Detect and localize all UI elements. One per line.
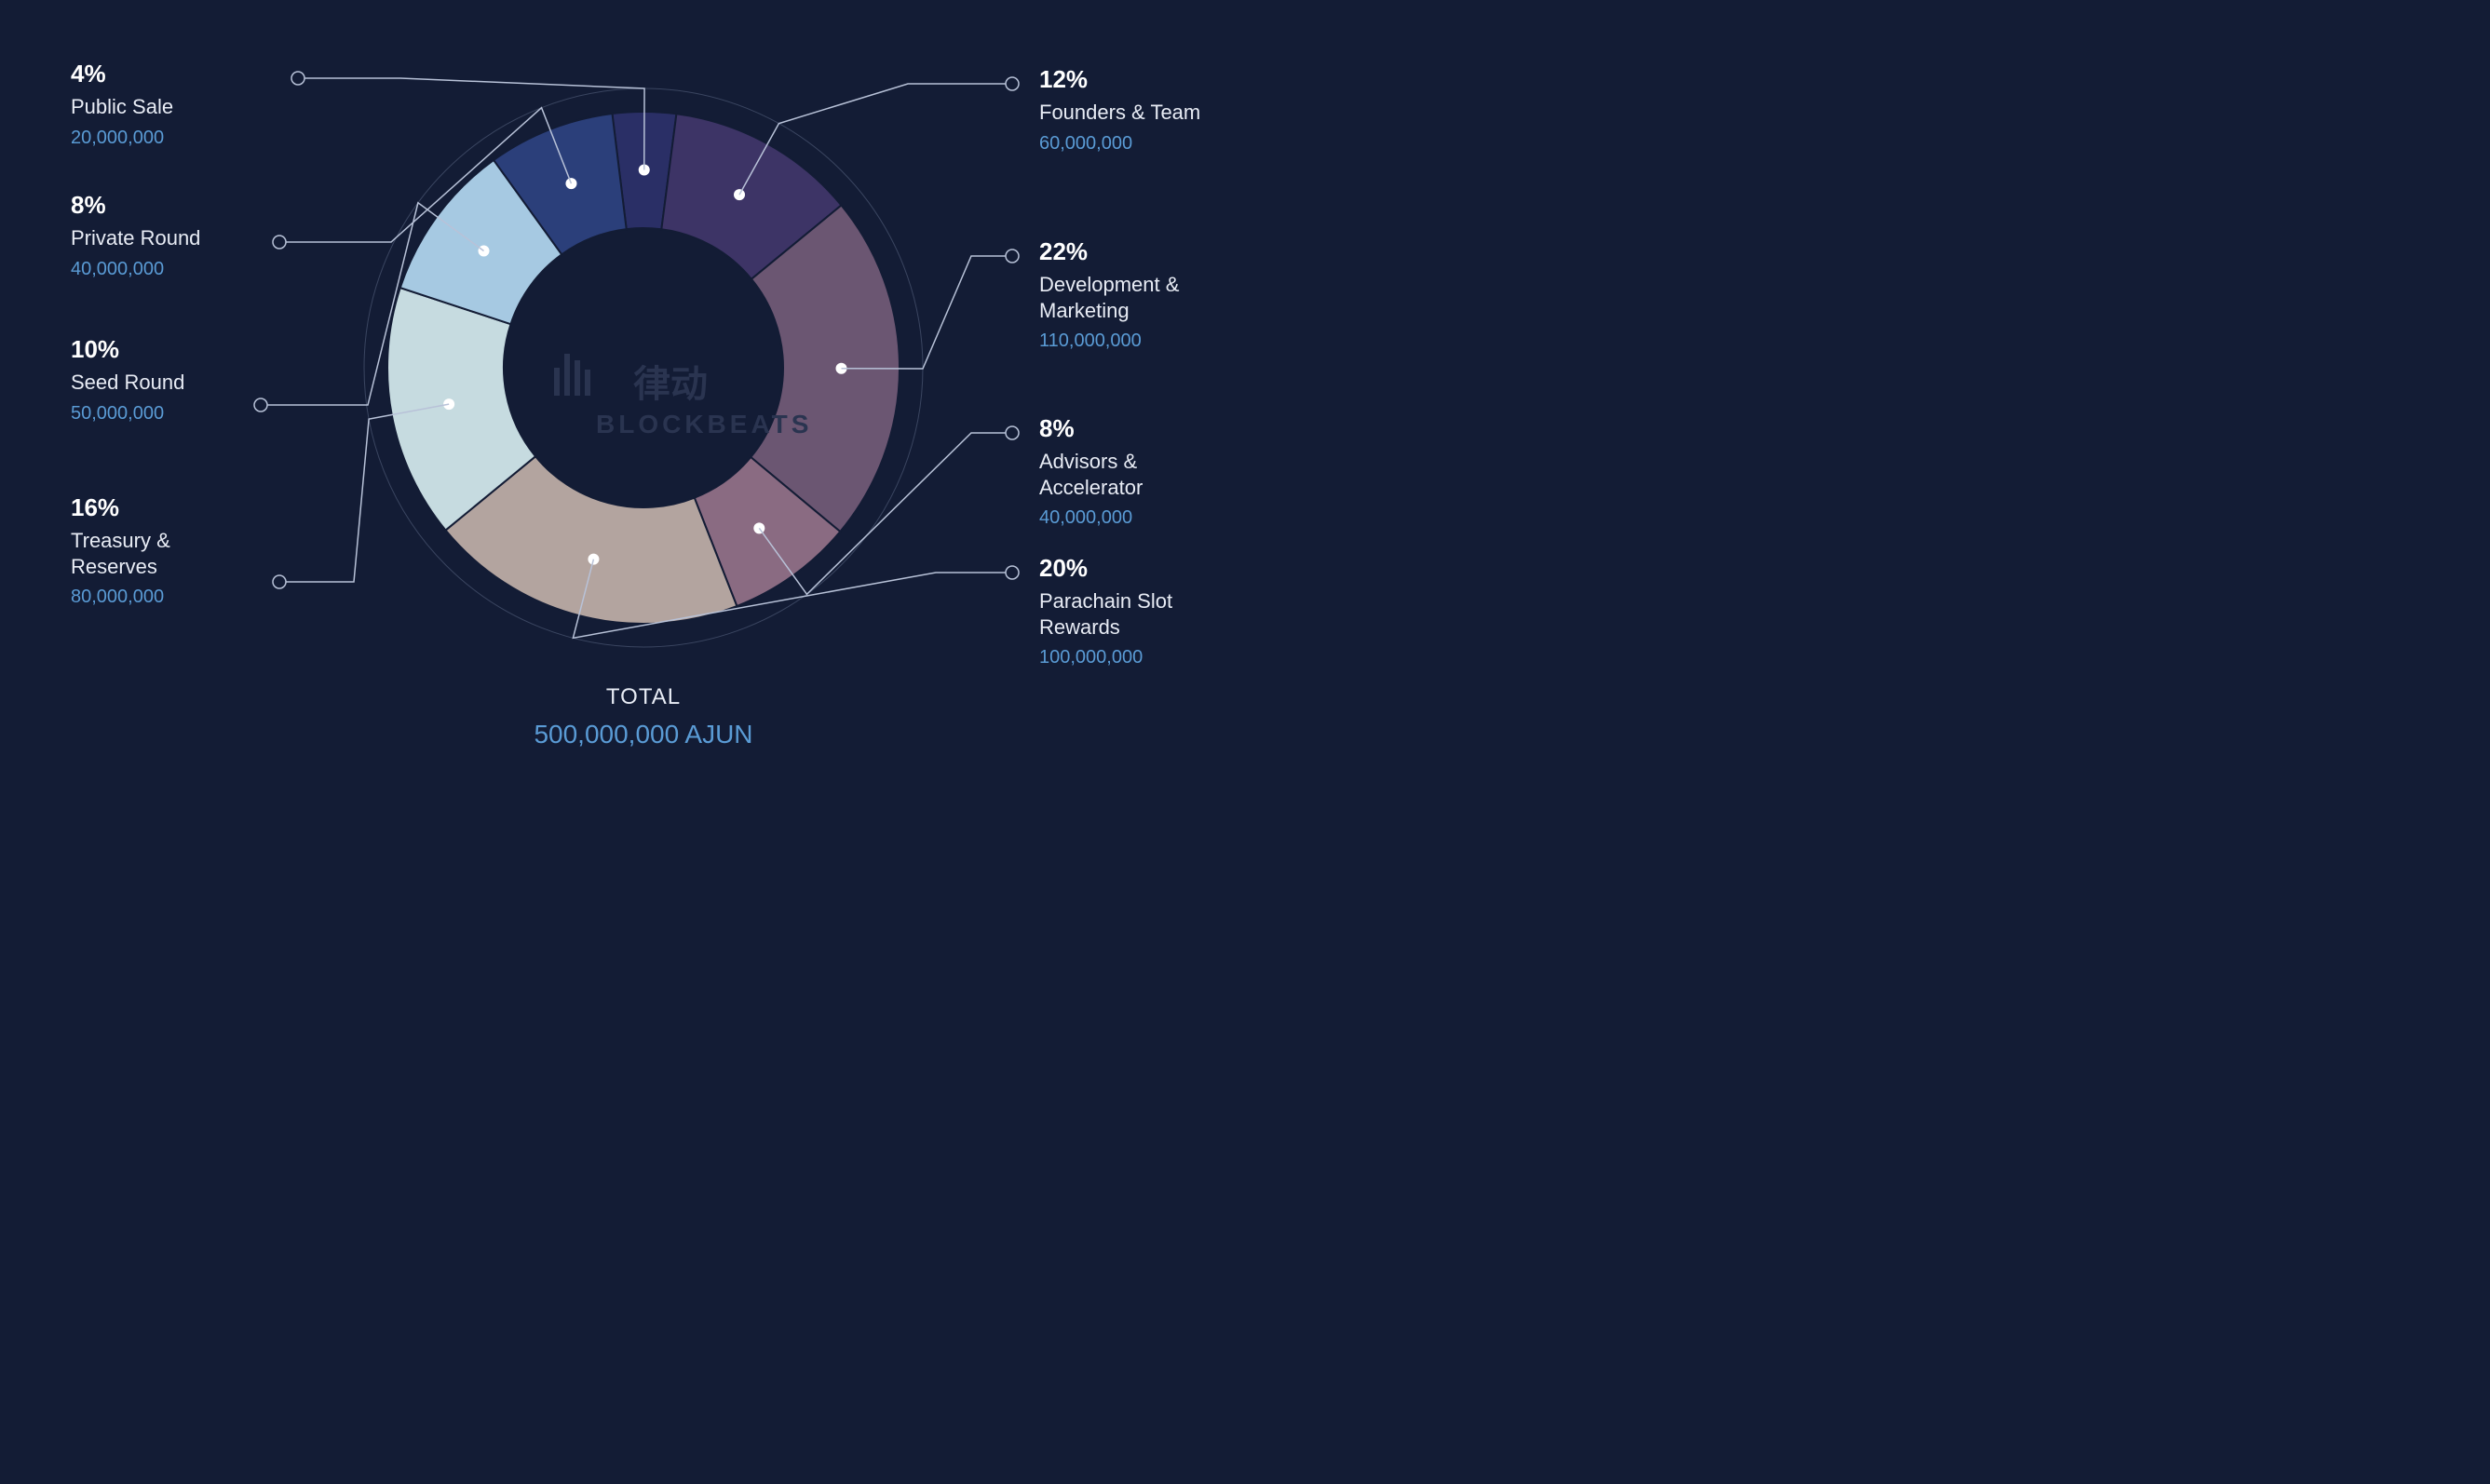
label-pct-advisors: 8%	[1039, 414, 1225, 443]
total-label: TOTAL	[457, 684, 830, 710]
label-amount-advisors: 40,000,000	[1039, 507, 1225, 529]
leader-end-dot-treasury	[273, 575, 286, 588]
label-parachain: 20% Parachain Slot Rewards 100,000,000	[1039, 554, 1225, 668]
leader-end-dot-advisors	[1006, 426, 1019, 439]
label-amount-seed: 50,000,000	[71, 403, 184, 425]
label-amount-private: 40,000,000	[71, 259, 200, 280]
label-amount-dev_marketing: 110,000,000	[1039, 331, 1225, 352]
label-dev_marketing: 22% Development & Marketing 110,000,000	[1039, 237, 1225, 352]
label-seed: 10% Seed Round 50,000,000	[71, 335, 184, 425]
label-private: 8% Private Round 40,000,000	[71, 191, 200, 280]
label-pct-private: 8%	[71, 191, 200, 220]
label-amount-parachain: 100,000,000	[1039, 647, 1225, 668]
leader-end-dot-seed	[254, 398, 267, 411]
label-pct-parachain: 20%	[1039, 554, 1225, 583]
leader-end-dot-public_sale	[291, 72, 304, 85]
label-pct-founders_team: 12%	[1039, 65, 1200, 94]
watermark-en: BLOCKBEATS	[596, 410, 812, 439]
label-public_sale: 4% Public Sale 20,000,000	[71, 60, 173, 149]
label-amount-treasury: 80,000,000	[71, 587, 257, 608]
label-name-dev_marketing: Development & Marketing	[1039, 272, 1225, 323]
label-name-private: Private Round	[71, 225, 200, 251]
label-treasury: 16% Treasury & Reserves 80,000,000	[71, 493, 257, 608]
label-amount-founders_team: 60,000,000	[1039, 133, 1200, 155]
label-pct-dev_marketing: 22%	[1039, 237, 1225, 266]
label-pct-treasury: 16%	[71, 493, 257, 522]
label-amount-public_sale: 20,000,000	[71, 128, 173, 149]
label-name-parachain: Parachain Slot Rewards	[1039, 588, 1225, 640]
leader-end-dot-founders_team	[1006, 77, 1019, 90]
label-name-seed: Seed Round	[71, 370, 184, 396]
label-pct-seed: 10%	[71, 335, 184, 364]
watermark-cn: 律动	[633, 354, 708, 408]
total-value: 500,000,000 AJUN	[457, 720, 830, 749]
label-name-founders_team: Founders & Team	[1039, 100, 1200, 126]
label-name-advisors: Advisors & Accelerator	[1039, 449, 1225, 500]
leader-end-dot-private	[273, 236, 286, 249]
total-block: TOTAL 500,000,000 AJUN	[457, 684, 830, 749]
label-name-public_sale: Public Sale	[71, 94, 173, 120]
label-name-treasury: Treasury & Reserves	[71, 528, 257, 579]
label-advisors: 8% Advisors & Accelerator 40,000,000	[1039, 414, 1225, 529]
label-pct-public_sale: 4%	[71, 60, 173, 88]
leader-end-dot-parachain	[1006, 566, 1019, 579]
watermark-bars	[554, 354, 595, 396]
label-founders_team: 12% Founders & Team 60,000,000	[1039, 65, 1200, 155]
leader-end-dot-dev_marketing	[1006, 250, 1019, 263]
